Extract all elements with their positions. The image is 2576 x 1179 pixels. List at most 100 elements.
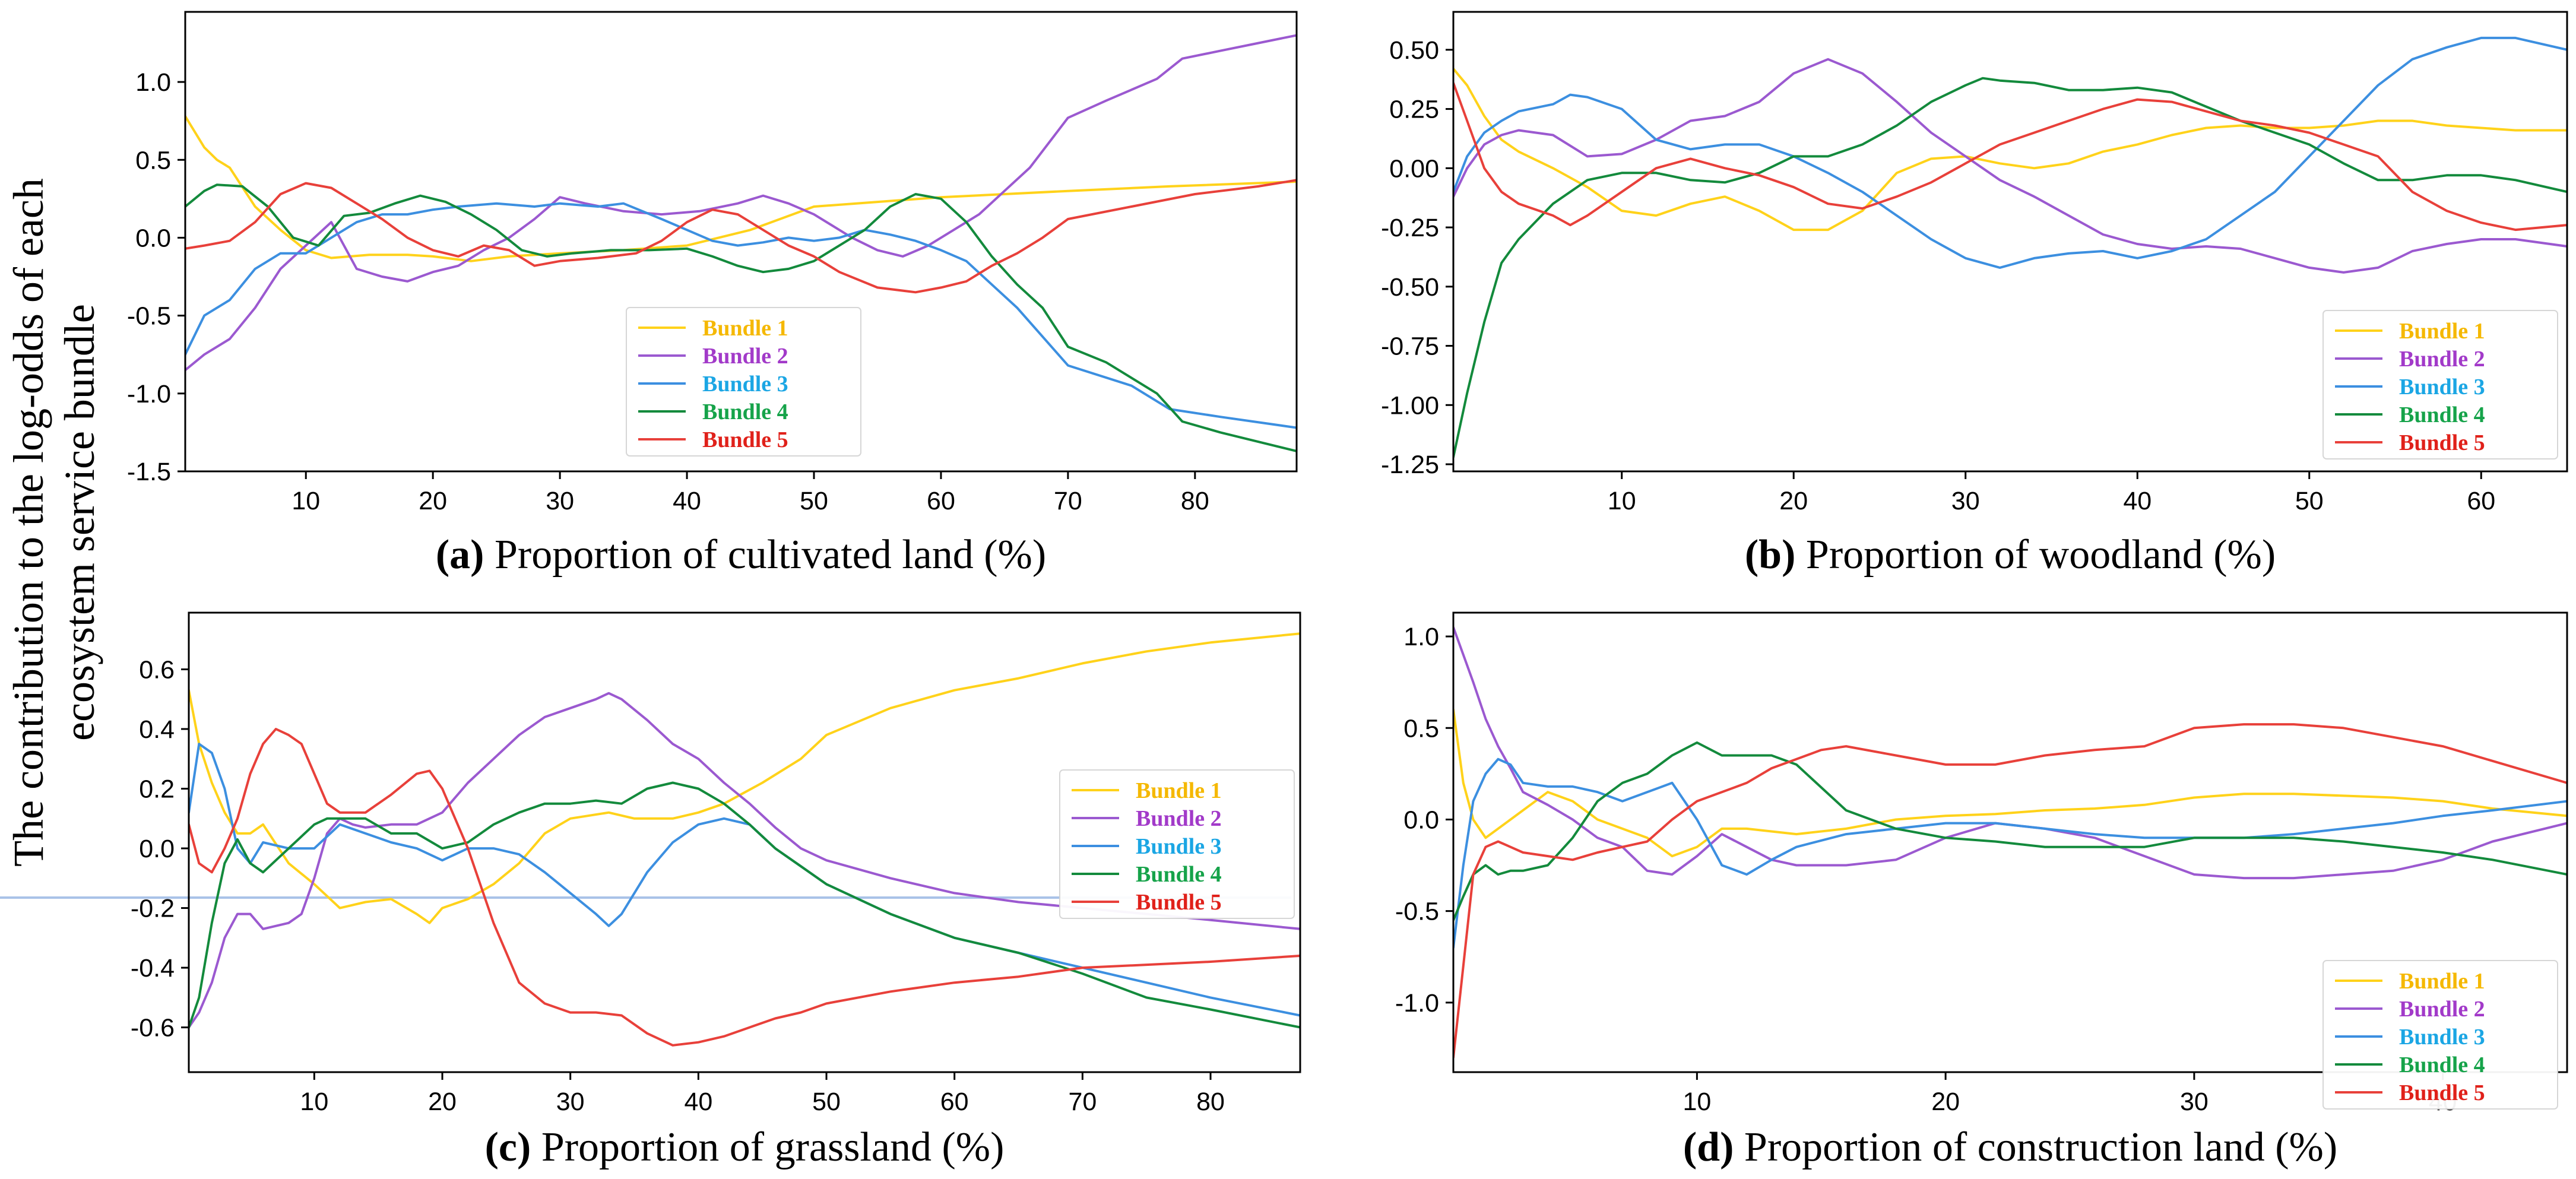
x-tick-label: 80 [1196, 1088, 1225, 1116]
legend-label-bundle-4: Bundle 4 [1136, 862, 1222, 887]
x-tick-label: 30 [546, 487, 574, 515]
series-line-bundle-4 [1453, 77, 2567, 459]
panel-title: (a) Proportion of cultivated land (%) [436, 532, 1046, 578]
series-line-bundle-2 [185, 34, 1297, 372]
chart-panel-a: 10 20 30 40 50 60 70 80 -1.5 -1.0 -0.5 0.0 0.5 1.0 (a)… [127, 11, 1298, 578]
y-tick-label: 0.00 [1389, 154, 1439, 183]
x-tick-label: 50 [800, 487, 828, 515]
series-line-bundle-5 [1453, 723, 2567, 1059]
legend-label-bundle-3: Bundle 3 [702, 372, 788, 397]
panel-letter: (b) [1745, 532, 1796, 578]
panel-title-text: Proportion of grassland (%) [531, 1124, 1004, 1170]
legend-label-bundle-2: Bundle 2 [702, 344, 788, 369]
chart-panel-b: 10 20 30 40 50 60 -1.25 -1.00 -0.75 -0.50 -0.25 0.0… [1381, 11, 2568, 578]
y-tick-label: 0.4 [139, 715, 175, 744]
series-line-bundle-1 [185, 115, 1297, 262]
y-tick-label: 0.5 [135, 146, 171, 175]
panel-title: (b) Proportion of woodland (%) [1745, 532, 2276, 578]
legend-label-bundle-4: Bundle 4 [2399, 1053, 2485, 1077]
panels: 10 20 30 40 50 60 70 80 -1.5 -1.0 -0.5 0.0 0.5 1.0 (a)… [127, 11, 2568, 1170]
y-tick-label: -0.5 [127, 302, 171, 331]
legend-label-bundle-5: Bundle 5 [2399, 430, 2485, 455]
x-tick-label: 50 [2295, 487, 2324, 515]
y-tick-label: -0.2 [131, 895, 175, 923]
y-axis-label: The contribution to the log-odds of each… [5, 178, 103, 867]
x-tick-label: 60 [927, 487, 955, 515]
series-line-bundle-5 [1453, 81, 2567, 232]
legend-label-bundle-5: Bundle 5 [2399, 1080, 2485, 1105]
series-line-bundle-1 [1453, 67, 2567, 232]
y-tick-label: 0.2 [139, 775, 175, 804]
y-tick-label: 0.0 [135, 224, 171, 252]
x-tick-label: 20 [428, 1088, 457, 1116]
legend-label-bundle-1: Bundle 1 [1136, 778, 1222, 803]
series-group [1453, 36, 2567, 459]
series-line-bundle-5 [189, 728, 1300, 1047]
x-tick-label: 80 [1181, 487, 1209, 515]
y-tick-label: -1.25 [1381, 451, 1439, 479]
panel-letter: (c) [485, 1124, 531, 1170]
x-tick-label: 40 [2123, 487, 2152, 515]
x-tick-label: 40 [673, 487, 701, 515]
panel-letter: (d) [1683, 1124, 1734, 1170]
y-tick-label: -0.25 [1381, 214, 1439, 242]
legend-label-bundle-2: Bundle 2 [2399, 347, 2485, 372]
x-tick-label: 50 [812, 1088, 841, 1116]
plot-frame [1452, 11, 2568, 473]
y-tick-label: 1.0 [135, 68, 171, 97]
series-line-bundle-5 [185, 179, 1297, 294]
series-line-bundle-2 [1453, 58, 2567, 274]
series-line-bundle-4 [1453, 741, 2567, 922]
x-tick-label: 30 [556, 1088, 585, 1116]
series-line-bundle-3 [1453, 36, 2567, 269]
y-tick-label: -1.00 [1381, 391, 1439, 420]
x-tick-label: 70 [1054, 487, 1082, 515]
y-tick-label: 1.0 [1403, 623, 1439, 651]
chart-panel-c: 10 20 30 40 50 60 70 80 -0.6 -0.4 -0.2 0.0 0.2 0.4 0.6… [131, 611, 1301, 1170]
x-tick-label: 40 [684, 1088, 712, 1116]
x-tick-label: 30 [1951, 487, 1980, 515]
y-tick-label: -0.75 [1381, 332, 1439, 361]
series-line-bundle-4 [189, 781, 1300, 1029]
y-tick-label: -0.4 [131, 954, 175, 982]
legend-label-bundle-5: Bundle 5 [702, 427, 788, 452]
y-tick-label: 0.0 [1403, 806, 1439, 834]
y-tick-label: 0.25 [1389, 96, 1439, 124]
series-line-bundle-3 [1453, 758, 2567, 949]
panel-letter: (a) [436, 532, 484, 578]
y-axis-label-line2: ecosystem service bundle [56, 304, 103, 741]
y-tick-label: -0.5 [1395, 898, 1439, 926]
panel-title: (c) Proportion of grassland (%) [485, 1124, 1005, 1170]
y-tick-label: 0.5 [1403, 714, 1439, 743]
series-line-bundle-2 [1453, 626, 2567, 880]
x-tick-label: 10 [1683, 1088, 1711, 1116]
legend-label-bundle-3: Bundle 3 [2399, 1025, 2485, 1050]
y-tick-label: 0.6 [139, 655, 175, 684]
series-group [1453, 626, 2567, 1059]
y-tick-label: -1.0 [1395, 989, 1439, 1018]
legend-label-bundle-1: Bundle 1 [2399, 969, 2485, 994]
panel-title: (d) Proportion of construction land (%) [1683, 1124, 2337, 1170]
legend-label-bundle-4: Bundle 4 [702, 400, 788, 424]
legend-label-bundle-4: Bundle 4 [2399, 402, 2485, 427]
y-tick-label: -1.5 [127, 458, 171, 486]
legend-label-bundle-2: Bundle 2 [2399, 997, 2485, 1022]
x-tick-label: 20 [1931, 1088, 1960, 1116]
legend-label-bundle-2: Bundle 2 [1136, 806, 1222, 831]
plot-frame [1452, 611, 2568, 1073]
y-tick-label: -1.0 [127, 380, 171, 408]
legend-label-bundle-5: Bundle 5 [1136, 890, 1222, 915]
y-axis-label-line1: The contribution to the log-odds of each [5, 178, 52, 867]
plot-frame [184, 11, 1298, 473]
x-tick-label: 20 [419, 487, 447, 515]
legend-box [1059, 769, 1295, 919]
legend-label-bundle-3: Bundle 3 [1136, 834, 1222, 859]
series-line-bundle-1 [189, 632, 1300, 924]
panel-title-text: Proportion of cultivated land (%) [484, 532, 1046, 578]
x-tick-label: 70 [1068, 1088, 1097, 1116]
y-tick-label: 0.0 [139, 835, 175, 863]
